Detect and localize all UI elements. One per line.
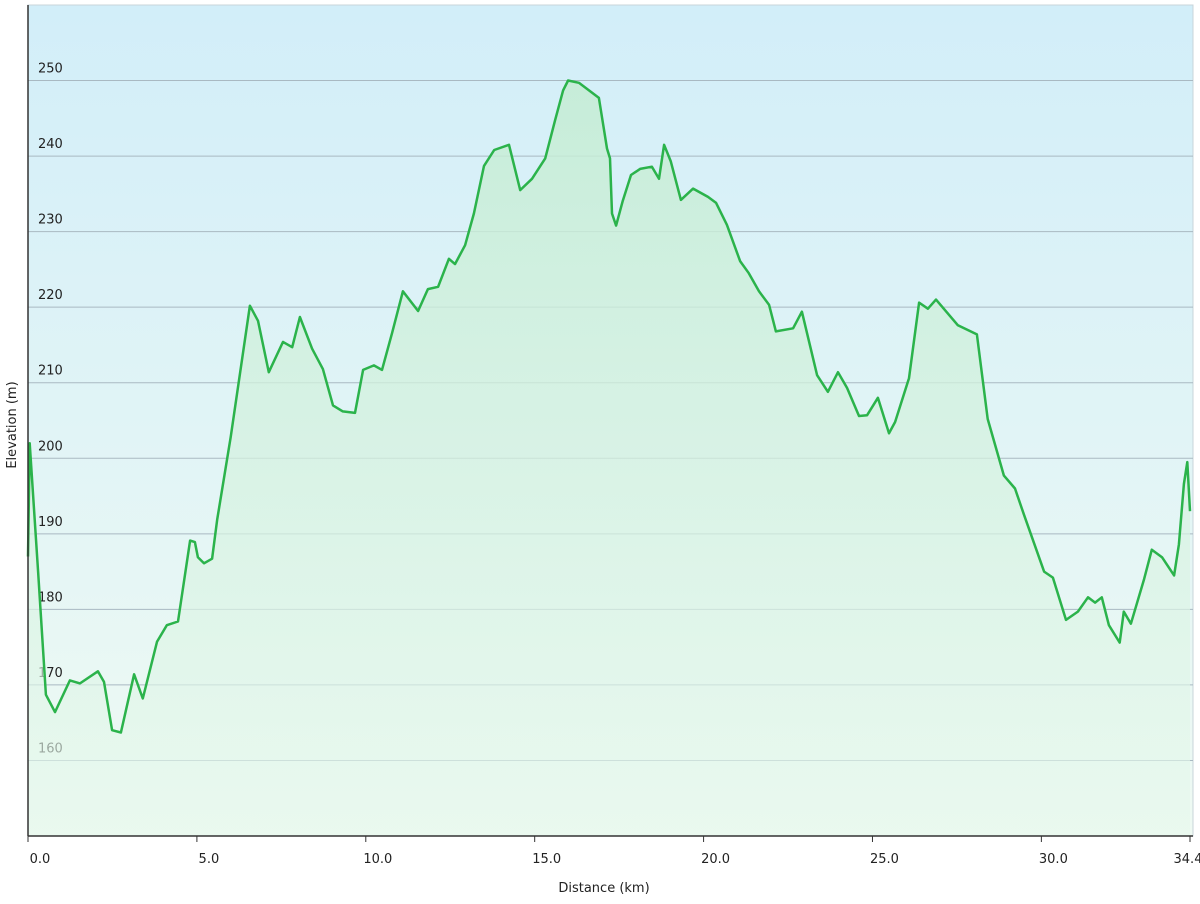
y-tick-label: 180 xyxy=(38,590,63,605)
x-tick-label: 5.0 xyxy=(199,852,220,867)
elevation-line xyxy=(26,79,1192,734)
y-tick-label: 240 xyxy=(38,137,63,152)
y-tick-label: 200 xyxy=(38,439,63,454)
x-tick-label: 34.4 xyxy=(1174,852,1200,867)
x-tick-label: 10.0 xyxy=(363,852,392,867)
x-tick-label: 15.0 xyxy=(532,852,561,867)
x-tick-label: 25.0 xyxy=(870,852,899,867)
elevation-area xyxy=(28,80,1190,836)
x-tick-label: 20.0 xyxy=(701,852,730,867)
y-tick-label: 220 xyxy=(38,288,63,303)
y-tick-label: 190 xyxy=(38,515,63,530)
y-axis-title: Elevation (m) xyxy=(5,381,20,468)
x-axis-title: Distance (km) xyxy=(558,881,649,896)
x-tick-label: 0.0 xyxy=(30,852,51,867)
y-tick-label: 250 xyxy=(38,62,63,77)
y-tick-label: 230 xyxy=(38,213,63,228)
x-tick-label: 30.0 xyxy=(1039,852,1068,867)
y-tick-label: 210 xyxy=(38,364,63,379)
